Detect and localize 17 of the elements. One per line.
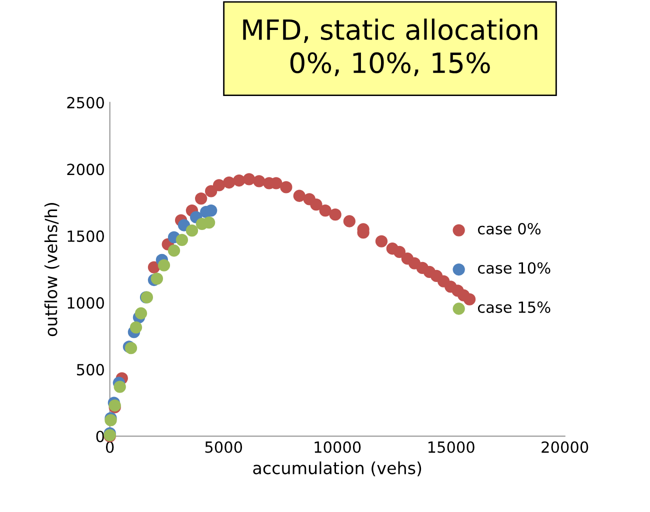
y-tick-label: 500 — [77, 364, 104, 376]
y-tick-label: 2000 — [67, 164, 104, 176]
y-tick-label: 1000 — [68, 297, 104, 309]
y-axis-title: outflow (vehs/h) — [44, 203, 60, 336]
x-tick-label: 0 — [106, 441, 114, 453]
x-tick-label: 5000 — [205, 441, 242, 453]
x-tick-label: 10000 — [314, 441, 361, 453]
x-tick-label: 15000 — [428, 441, 474, 453]
y-tick-label: 1500 — [68, 230, 104, 242]
x-tick-label: 20000 — [542, 441, 588, 453]
y-tick-label: 2500 — [67, 96, 104, 108]
legend-label: case 15% — [478, 301, 550, 313]
y-tick-label: 0 — [96, 430, 104, 442]
legend-label: case 10% — [478, 262, 550, 274]
legend-label: case 0% — [478, 222, 541, 235]
x-axis-title: accumulation (vehs) — [253, 461, 422, 476]
chart-title: MFD, static allocation 0%, 10%, 15% — [243, 18, 538, 76]
